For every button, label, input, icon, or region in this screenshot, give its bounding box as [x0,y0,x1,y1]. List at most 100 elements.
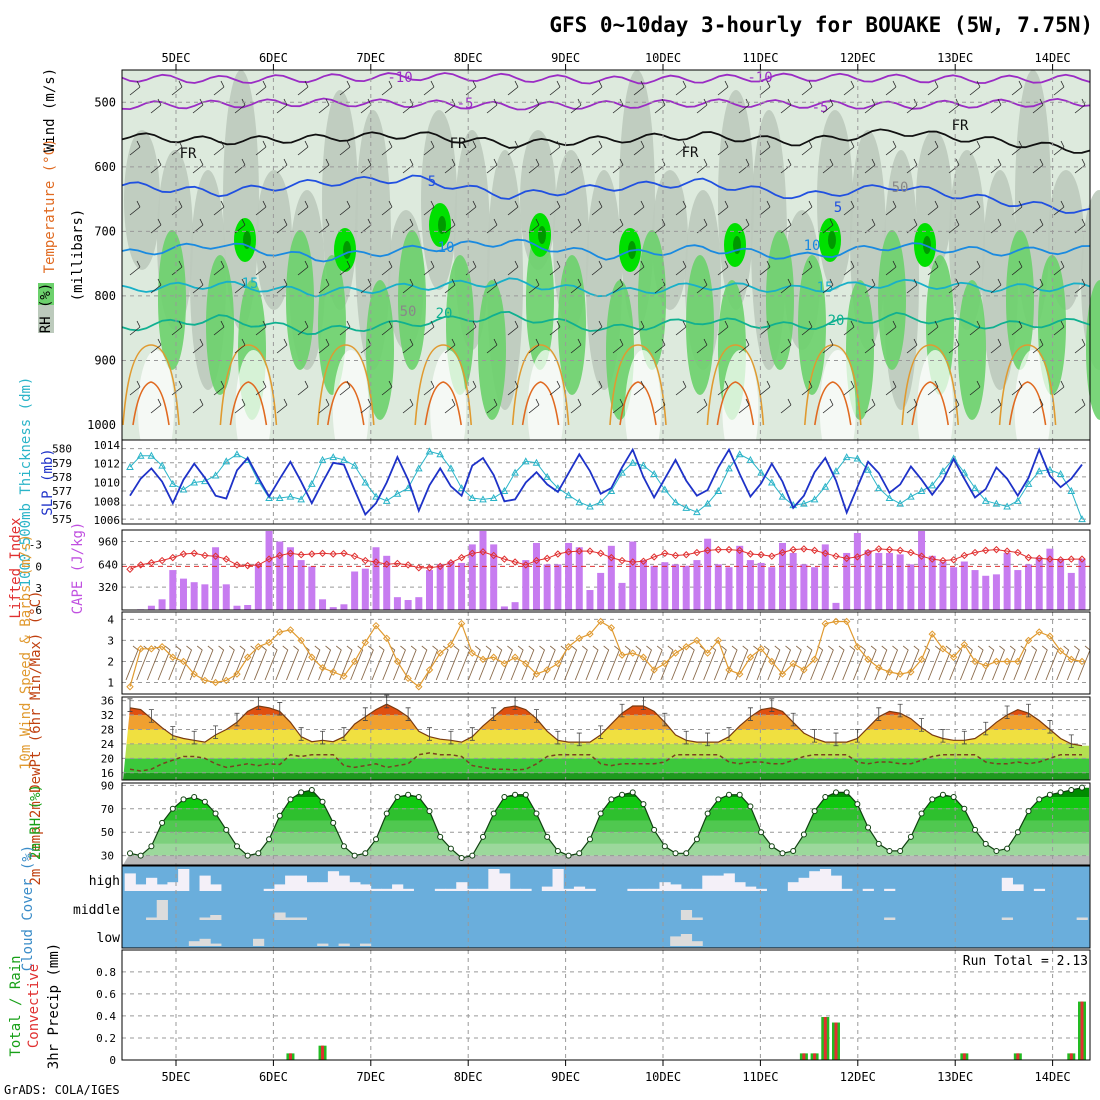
lifted-index-point [447,559,455,567]
lifted-index-point [532,556,541,565]
cape-bar [169,570,177,610]
wind-barb [717,260,729,276]
thickness-point [158,461,166,469]
temp-minmax-bar [726,727,732,741]
temp2m-frame [121,696,1091,781]
rh-shade-white [138,350,174,470]
cape-frame [121,529,1091,611]
x-tick-label-bottom: 8DEC [454,1070,483,1084]
wind10m-barb [639,645,652,681]
wind10m-barb [810,645,824,681]
wind-barb [171,140,183,156]
wind-barb [591,260,603,276]
wind-barb [759,80,771,96]
cape-bar [532,542,540,610]
rh2m-point [993,847,1000,854]
cape-bar [329,607,337,610]
rh2m-point [1004,845,1011,852]
temperature-contour-hot [1008,381,1047,426]
wind-barb [780,338,792,354]
wind10m-point [543,666,551,674]
wind10m-barb [286,645,299,681]
cape-bar [746,560,754,610]
ylabel-temperature: Temperature (°C) [42,139,58,274]
temp-minmax-bar [940,729,946,743]
cloud-high-bar [146,877,158,891]
wind-barb [444,398,456,414]
wind10m-barb [360,645,374,681]
wind-barb [1074,398,1086,414]
lifted-index-point [1067,555,1076,563]
rh2m-point [544,833,551,840]
wind10m-barb [253,645,267,681]
cloud-high-bar [456,882,468,891]
wind-barb [1074,338,1086,354]
cloud-high-bar [691,888,703,891]
wind10m-barb [681,645,695,681]
wind-barb [990,278,1002,294]
cape-bar [361,568,369,610]
wind10m-barb [1002,645,1016,681]
lifted-index-point [693,548,701,557]
rh2m-tick-label: 90 [101,779,114,792]
cloud-high-bar [862,888,874,891]
cloud-high-bar [702,875,714,891]
rh2m-point [1025,808,1032,815]
wind-barb [297,260,309,276]
wind-barb [1032,338,1044,354]
thickness-point [436,450,445,458]
wind10m-point [992,657,1001,666]
contour-label: 15 [817,280,834,296]
wind10m-barb [842,645,856,681]
wind-barb [780,218,792,234]
cape-bar [982,575,990,610]
wind-barb [360,398,372,414]
cape-bar [458,562,466,610]
rh-band [123,843,1089,856]
rh2m-point [779,850,786,857]
cloud-middle-bar [295,917,307,920]
contour-label: 10 [804,238,821,254]
lifted-index-point [842,554,851,563]
lifted-index-point [457,553,466,562]
rh2m-point [811,808,818,815]
wind-barb [507,200,519,216]
wind10m-barb [532,645,546,681]
wind10m-point [265,638,273,647]
x-tick-label-top: 5DEC [162,51,191,65]
temperature-contour-warm [998,344,1057,426]
thickness-point [564,491,573,499]
rh2m-point [351,852,358,859]
wind-barb [423,320,435,336]
cape-bar [800,564,808,610]
wind-barb [675,320,687,336]
cloud-high-bar [745,886,757,891]
thickness-point [810,495,819,503]
x-tick-label-bottom: 9DEC [551,1070,580,1084]
lifted-index-point [169,553,177,562]
cloud-low-bar [188,941,201,946]
wind10m-point [629,649,637,657]
wind-barb [192,98,204,114]
pressure-tick-label: 600 [94,160,116,174]
cape-bar [811,567,819,610]
wind10m-point [639,653,648,661]
ylabel-cape: CAPE (J/kg) [70,522,86,615]
rh-shade-gray [718,90,754,310]
precip-tick-label: 0.4 [96,1010,116,1023]
wind-barb [255,80,267,96]
wind10m-barb [778,645,792,681]
ylabel-cloud: Cloud Cover (%) [20,845,36,971]
ylabel-thickness: 1000-500mb Thickness (dm) [18,377,34,588]
lifted-index-point [222,555,230,563]
thickness-point [168,479,177,487]
cloud-high-bar [787,882,800,891]
slp-tick-label: 1010 [94,477,121,490]
wind10m-barb [339,645,353,681]
wind-barb [633,140,645,156]
cape-bar [1014,570,1022,610]
wind10m-point [243,653,252,661]
wind-barb [864,158,876,174]
thickness-point [907,492,915,500]
wind10m-point [254,643,263,651]
